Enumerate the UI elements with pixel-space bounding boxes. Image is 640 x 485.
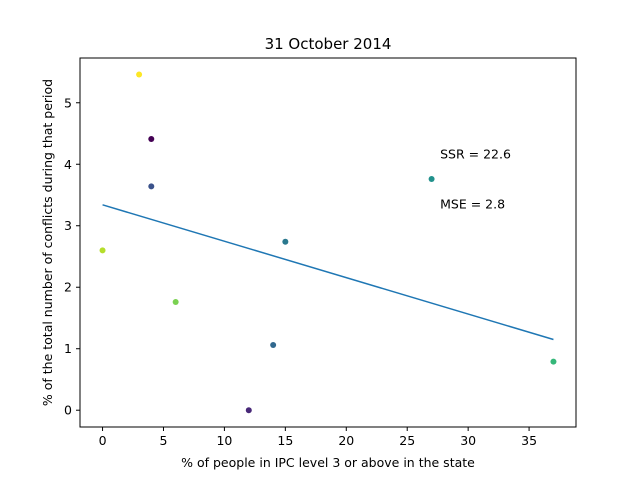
annotations: SSR = 22.6 MSE = 2.8 [440,147,511,212]
y-tick-label: 4 [64,157,72,172]
data-point [99,247,106,254]
x-tick-label: 10 [216,433,232,448]
data-point [550,358,557,365]
data-point [148,136,155,143]
plot-frame [79,57,577,428]
x-tick-label: 5 [160,433,168,448]
data-point [282,238,289,245]
y-tick-label: 2 [64,280,72,295]
plot-area [80,58,576,427]
y-tick-label: 5 [64,95,72,110]
y-axis-label: % of the total number of conflicts durin… [40,79,55,406]
y-tick-label: 1 [64,341,72,356]
x-axis-label: % of people in IPC level 3 or above in t… [181,455,475,470]
fit-line-layer [102,204,554,341]
x-tick-label: 20 [338,433,354,448]
data-point [148,183,155,190]
data-point [172,298,179,305]
regression-line [102,204,554,341]
y-tick-label: 3 [64,218,72,233]
data-point [245,407,252,414]
data-point [270,342,277,349]
chart-title: 31 October 2014 [265,35,392,53]
annotation-text: SSR = 22.6 [440,147,511,162]
y-tick-label: 0 [64,403,72,418]
x-tick-label: 0 [99,433,107,448]
x-tick-label: 25 [399,433,415,448]
x-tick-label: 30 [460,433,476,448]
y-ticks: 0 1 2 3 4 5 [64,95,80,418]
data-point [428,176,435,183]
x-tick-label: 15 [277,433,293,448]
annotation-text: MSE = 2.8 [440,197,505,212]
points-layer [99,71,557,414]
data-point [136,71,143,78]
x-tick-label: 35 [521,433,537,448]
x-ticks: 0 5 10 15 20 25 30 35 [99,427,537,448]
